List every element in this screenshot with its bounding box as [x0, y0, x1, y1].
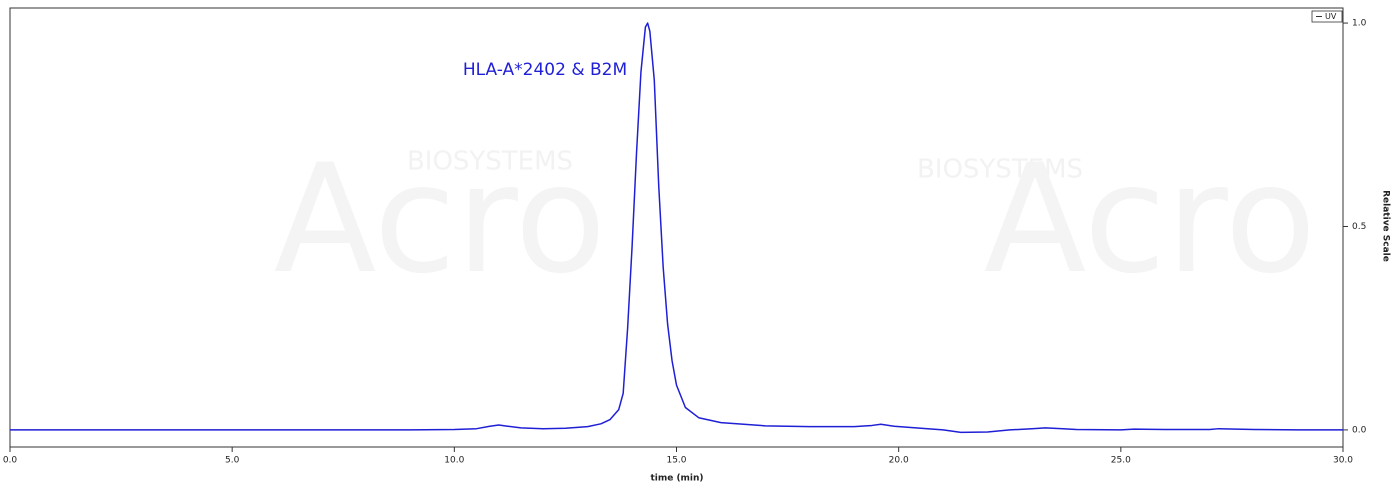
x-tick-label: 25.0 [1111, 456, 1131, 466]
watermark: Acro [274, 133, 607, 307]
x-tick-label: 0.0 [3, 456, 18, 466]
y-axis-label: Relative Scale [1381, 190, 1391, 262]
y-tick-label: 1.0 [1352, 19, 1367, 29]
x-tick-label: 30.0 [1333, 456, 1353, 466]
annotation: HLA-A*2402 & B2M [463, 60, 627, 80]
x-tick-label: 5.0 [225, 456, 240, 466]
legend-label: UV [1325, 12, 1337, 21]
watermark: BIOSYSTEMS [917, 155, 1083, 185]
x-axis-label: time (min) [650, 474, 703, 484]
x-tick-label: 10.0 [444, 456, 464, 466]
x-tick-label: 20.0 [889, 456, 909, 466]
watermark: BIOSYSTEMS [407, 147, 573, 177]
watermark: Acro [984, 133, 1317, 307]
legend-box [1311, 10, 1343, 23]
data-line [10, 22, 1343, 434]
x-tick-label: 15.0 [666, 456, 686, 466]
y-tick-label: 0.5 [1352, 222, 1366, 232]
y-tick-label: 0.0 [1352, 425, 1367, 435]
